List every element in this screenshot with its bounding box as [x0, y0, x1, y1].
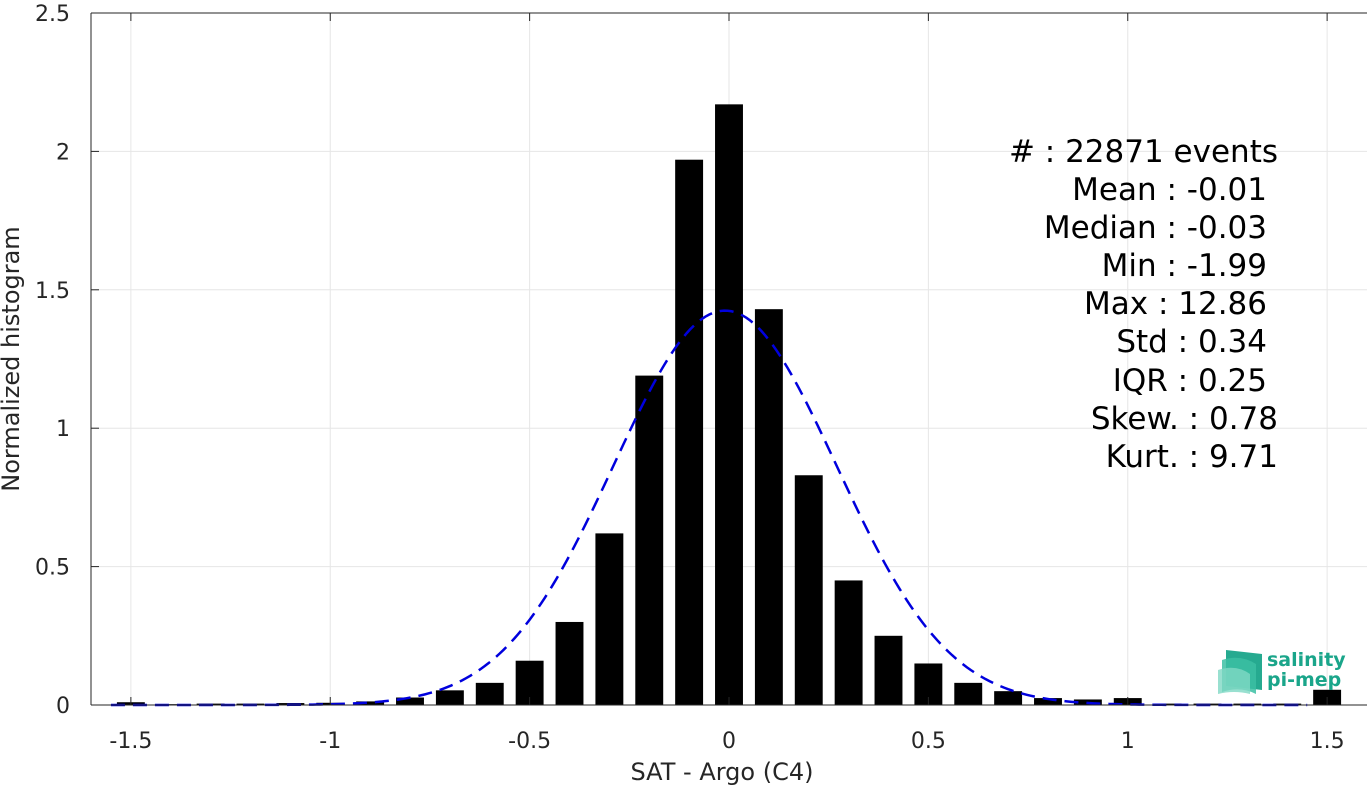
- y-tick-label-4: 2: [56, 140, 70, 165]
- y-axis-label: Normalized histogram: [0, 226, 25, 491]
- stat-median: Median : -0.03: [1044, 210, 1267, 246]
- y-tick-labels: 0 0.5 1 1.5 2 2.5: [35, 2, 70, 719]
- stat-max: Max : 12.86: [1084, 286, 1267, 322]
- y-tick-label-2: 1: [56, 417, 70, 442]
- y-tick-label-5: 2.5: [35, 2, 70, 27]
- axes-frame: [90, 12, 1367, 706]
- bar-14: [675, 159, 704, 706]
- salinity-pi-mep-logo: salinity pi-mep: [1218, 649, 1346, 694]
- stat-events: # : 22871 events: [1009, 134, 1278, 170]
- logo-line1: salinity: [1267, 649, 1346, 671]
- bar-23: [1034, 698, 1062, 705]
- bar-11: [555, 621, 584, 705]
- logo-line2: pi-mep: [1267, 669, 1341, 691]
- stat-skew: Skew. : 0.78: [1091, 401, 1278, 437]
- bar-8: [435, 690, 464, 705]
- bar-21: [954, 682, 983, 705]
- x-tick-label-3: 0: [722, 729, 736, 754]
- stat-iqr: IQR : 0.25: [1113, 363, 1267, 399]
- bar-19: [874, 635, 903, 705]
- x-tick-label-4: 0.5: [911, 729, 946, 754]
- y-tick-label-3: 1.5: [35, 279, 70, 304]
- bar-7: [396, 697, 424, 705]
- stat-std: Std : 0.34: [1116, 324, 1267, 360]
- wave-logo-icon: [1218, 650, 1262, 694]
- bar-9: [475, 682, 504, 705]
- y-tick-label-0: 0: [56, 694, 70, 719]
- x-tick-label-2: -0.5: [508, 729, 551, 754]
- bar-12: [595, 533, 624, 705]
- stat-kurt: Kurt. : 9.71: [1106, 439, 1278, 475]
- x-tick-labels: -1.5 -1 -0.5 0 0.5 1 1.5: [109, 729, 1344, 754]
- bar-15: [715, 104, 743, 706]
- bar-18: [834, 580, 863, 705]
- histogram-bars: [116, 104, 1342, 706]
- stat-min: Min : -1.99: [1102, 248, 1267, 284]
- bar-22: [994, 691, 1023, 705]
- x-tick-label-6: 1.5: [1310, 729, 1345, 754]
- bar-26: [1153, 703, 1182, 705]
- x-tick-label-0: -1.5: [109, 729, 152, 754]
- bar-6: [356, 701, 385, 705]
- y-tick-label-1: 0.5: [35, 556, 70, 581]
- bar-13: [635, 375, 664, 705]
- stat-mean: Mean : -0.01: [1072, 172, 1267, 208]
- x-axis-label: SAT - Argo (C4): [631, 758, 814, 786]
- x-tick-label-5: 1: [1121, 729, 1135, 754]
- bar-17: [794, 475, 823, 705]
- bar-16: [754, 309, 783, 705]
- x-tick-label-1: -1: [319, 729, 341, 754]
- stats-annotation: # : 22871 events Mean : -0.01 Median : -…: [1009, 134, 1278, 475]
